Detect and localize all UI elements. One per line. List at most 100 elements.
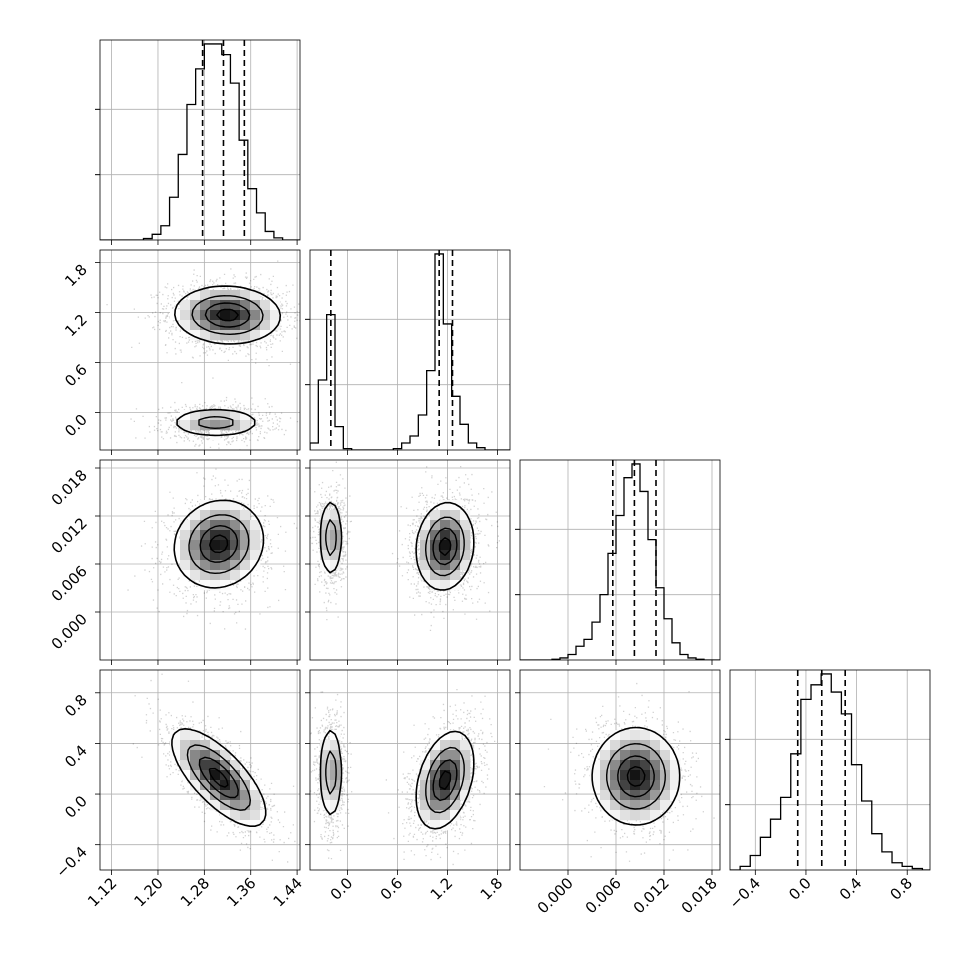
- density-cell: [230, 410, 241, 421]
- density-cell: [620, 760, 631, 771]
- density-cell: [670, 780, 681, 791]
- density-cell: [420, 800, 431, 811]
- grid-3-1: [310, 670, 510, 870]
- density-cell: [180, 420, 191, 431]
- density-cell: [660, 800, 671, 811]
- density-cell: [240, 510, 251, 521]
- density-cell: [210, 560, 221, 571]
- density-cell: [180, 750, 191, 761]
- density-cell: [220, 780, 231, 791]
- x-tick-label: 1.44: [270, 874, 306, 910]
- density-cell: [590, 760, 601, 771]
- density-cell: [220, 420, 231, 431]
- density-cell: [240, 420, 251, 431]
- density-cell: [430, 580, 441, 591]
- density-cell: [210, 570, 221, 581]
- density-cell: [190, 570, 201, 581]
- density-cell: [650, 740, 661, 751]
- density-cell: [180, 530, 191, 541]
- x-tick-label: 0.4: [836, 874, 866, 904]
- density-cell: [240, 810, 251, 821]
- density-cell: [200, 300, 211, 311]
- density-cell: [250, 330, 261, 341]
- y-tick-label: 0.6: [61, 361, 91, 391]
- density-cell: [450, 790, 461, 801]
- density-cell: [190, 530, 201, 541]
- density-cell: [320, 790, 331, 801]
- density-cell: [440, 530, 451, 541]
- density-cell: [230, 800, 241, 811]
- density-cell: [180, 730, 191, 741]
- contour-level-3: [626, 766, 646, 787]
- grid-1-1: [310, 250, 510, 450]
- density-cell: [620, 780, 631, 791]
- density-cell: [210, 790, 221, 801]
- panel-frame: [99, 249, 301, 451]
- density-cell: [320, 510, 331, 521]
- density-cell: [460, 790, 471, 801]
- contour-level-2: [617, 755, 655, 798]
- density-cell: [200, 760, 211, 771]
- contour-level-1: [325, 516, 465, 577]
- x-tick-label: 0.0: [785, 874, 815, 904]
- panel-frame: [99, 459, 301, 661]
- density-cell: [210, 750, 221, 761]
- density-cell: [250, 520, 261, 531]
- density-cell: [190, 310, 201, 321]
- density-cell: [440, 760, 451, 771]
- density-cell: [450, 770, 461, 781]
- density-cell: [440, 770, 451, 781]
- density-cell: [430, 810, 441, 821]
- grid-2-2: [520, 460, 720, 660]
- density-cell: [330, 740, 341, 751]
- density-cell: [440, 780, 451, 791]
- density-cell: [180, 540, 191, 551]
- density-cell: [430, 530, 441, 541]
- histogram-2: [520, 463, 720, 660]
- x-tick-label: 1.8: [477, 874, 507, 904]
- density-cell: [330, 510, 341, 521]
- density-cell: [320, 740, 331, 751]
- density-cell: [420, 560, 431, 571]
- density-cell: [240, 570, 251, 581]
- contour-level-1: [188, 514, 250, 574]
- ticks-1-0: [95, 262, 298, 455]
- density-cell: [200, 740, 211, 751]
- density-cell: [440, 800, 451, 811]
- density-cell: [170, 740, 181, 751]
- density-cell: [430, 780, 441, 791]
- density-cell: [210, 780, 221, 791]
- density-cell: [190, 780, 201, 791]
- density-cell: [610, 810, 621, 821]
- density-cell: [230, 500, 241, 511]
- ticks-0-0: [111, 240, 298, 245]
- panel-frame: [309, 459, 511, 661]
- density-cell: [230, 300, 241, 311]
- ticks-2-0: [95, 467, 298, 665]
- density-cell: [430, 560, 441, 571]
- density-cell: [320, 550, 331, 561]
- contour-level-0: [174, 285, 282, 437]
- density-cell: [610, 800, 621, 811]
- density-cell: [440, 520, 451, 531]
- density-cell: [420, 790, 431, 801]
- grid-0-0: [100, 40, 300, 240]
- x-tick-label: −0.4: [726, 874, 764, 912]
- contour-level-2: [199, 525, 238, 563]
- panel-frame: [99, 669, 301, 871]
- density-cell: [460, 740, 471, 751]
- density-cell: [620, 740, 631, 751]
- density-cell: [460, 520, 471, 531]
- density-cell: [180, 760, 191, 771]
- density-3-2: [543, 682, 720, 862]
- density-cell: [240, 530, 251, 541]
- density-cell: [250, 820, 261, 831]
- density-cell: [440, 500, 451, 511]
- contour-level-2: [432, 759, 458, 802]
- density-cell: [190, 300, 201, 311]
- density-cell: [230, 570, 241, 581]
- ticks-3-2: [515, 692, 713, 875]
- density-cell: [220, 310, 231, 321]
- density-cell: [260, 330, 271, 341]
- density-1-0: [106, 260, 300, 450]
